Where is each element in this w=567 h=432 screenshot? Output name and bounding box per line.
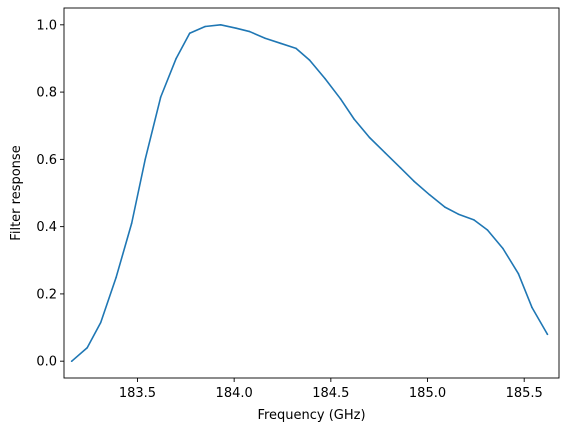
data-point [339, 98, 342, 100]
y-tick-label: 0.0 [36, 355, 57, 370]
y-axis-ticks: 0.0 0.2 0.4 0.6 0.8 1.0 [36, 18, 64, 370]
data-point [384, 151, 386, 154]
data-point [70, 360, 73, 362]
data-point [546, 333, 549, 336]
data-point [353, 118, 355, 120]
data-point [308, 59, 311, 61]
data-point [264, 37, 266, 40]
data-point [399, 166, 402, 169]
data-point [368, 136, 371, 139]
data-point [428, 193, 431, 196]
data-point [457, 213, 460, 215]
y-tick-label: 0.4 [36, 220, 57, 235]
x-axis-label: Frequency (GHz) [257, 408, 365, 423]
y-tick-label: 0.8 [36, 86, 57, 101]
x-tick-label: 183.5 [119, 386, 156, 401]
data-points [70, 24, 549, 362]
data-point [130, 222, 133, 225]
data-point [248, 30, 251, 33]
data-point [279, 42, 282, 45]
y-axis-label: Filter response [9, 145, 24, 240]
data-point [295, 47, 297, 50]
data-point [235, 27, 237, 29]
data-point [159, 96, 162, 98]
data-point [517, 272, 520, 275]
data-point [324, 77, 326, 80]
data-point [531, 306, 533, 309]
data-point [473, 219, 475, 221]
x-tick-label: 185.0 [409, 386, 446, 401]
x-axis-ticks: 183.5 184.0 184.5 185.0 185.5 [119, 378, 543, 401]
plot-background [64, 8, 559, 378]
data-point [486, 229, 489, 231]
y-tick-label: 0.6 [36, 153, 57, 168]
x-tick-label: 185.5 [506, 386, 543, 401]
data-point [502, 247, 504, 250]
data-point [413, 180, 415, 183]
data-point [144, 158, 147, 161]
x-tick-label: 184.5 [312, 386, 349, 401]
y-tick-label: 0.2 [36, 287, 57, 302]
data-point [86, 346, 89, 349]
data-point [115, 276, 118, 278]
data-point [188, 32, 191, 35]
plot-frame [63, 7, 560, 379]
data-point [219, 24, 222, 26]
data-point [99, 321, 102, 324]
data-point [204, 25, 206, 28]
y-tick-label: 1.0 [36, 18, 57, 33]
data-point [444, 206, 446, 208]
data-point [175, 57, 177, 60]
x-tick-label: 184.0 [216, 386, 253, 401]
